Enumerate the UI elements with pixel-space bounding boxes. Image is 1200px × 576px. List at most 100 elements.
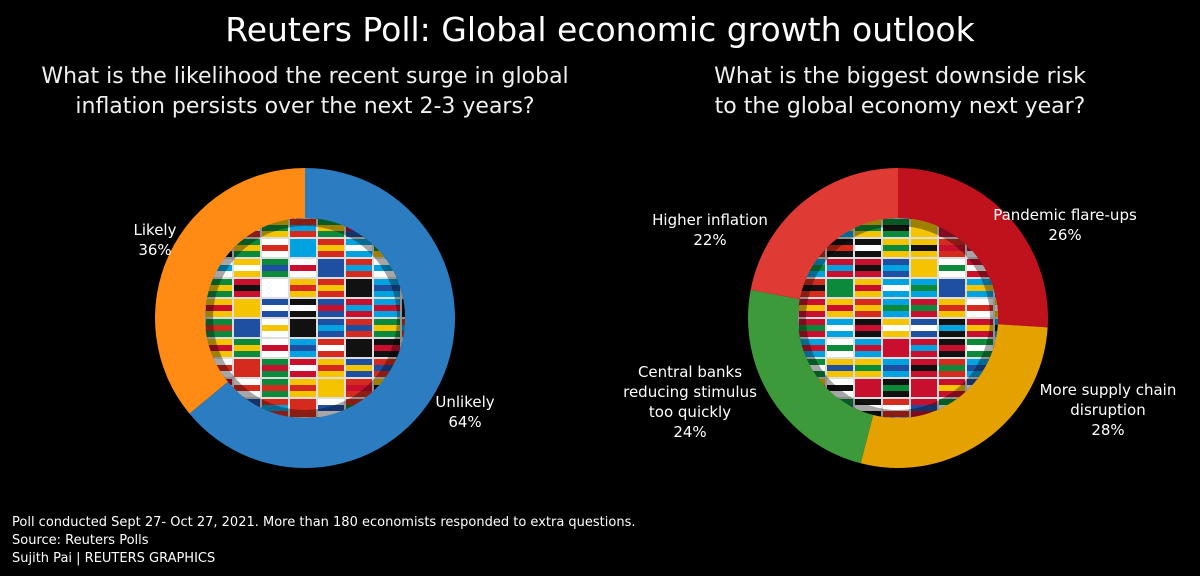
flag-stripe	[262, 385, 288, 391]
flag-stripe	[262, 245, 288, 251]
flag-stripe	[234, 285, 260, 291]
flag-stripe	[206, 365, 232, 371]
flag-stripe	[967, 305, 993, 311]
flag-stripe	[855, 225, 881, 231]
flag-stripe	[290, 405, 316, 411]
flag-stripe	[318, 345, 344, 351]
flag-stripe	[827, 325, 853, 331]
flag-stripe	[911, 265, 937, 271]
flag-stripe	[883, 365, 909, 371]
flag-stripe	[318, 285, 344, 291]
flag-stripe	[402, 305, 405, 311]
flag-stripe	[855, 385, 881, 391]
notes: Poll conducted Sept 27- Oct 27, 2021. Mo…	[12, 514, 636, 568]
title: Reuters Poll: Global economic growth out…	[225, 10, 975, 49]
flag-stripe	[855, 345, 881, 351]
flag-stripe	[883, 285, 909, 291]
flag-stripe	[346, 345, 372, 351]
value-label: 26%	[1048, 226, 1082, 244]
flag-stripe	[318, 305, 344, 311]
flag-stripe	[799, 265, 825, 271]
flag-stripe	[290, 265, 316, 271]
flag-stripe	[290, 245, 316, 251]
flag-stripe	[346, 285, 372, 291]
flag-stripe	[346, 305, 372, 311]
flag-stripe	[262, 305, 288, 311]
flag-stripe	[346, 325, 372, 331]
flag-stripe	[911, 385, 937, 391]
flag-stripe	[374, 285, 400, 291]
flag-stripe	[827, 345, 853, 351]
flag-stripe	[911, 245, 937, 251]
note: Sujith Pai | REUTERS GRAPHICS	[12, 551, 216, 566]
value-label: 28%	[1091, 421, 1125, 439]
flag-stripe	[206, 285, 232, 291]
donut-segment	[155, 168, 305, 414]
value-label: 64%	[448, 413, 482, 431]
flag-stripe	[883, 305, 909, 311]
chart-subtitle: What is the biggest downside risk to the…	[714, 64, 1086, 119]
value-label: 24%	[673, 423, 707, 441]
donut-segment	[860, 324, 1048, 468]
flag-stripe	[967, 325, 993, 331]
flag-stripe	[799, 345, 825, 351]
flag-stripe	[290, 325, 316, 331]
flag-stripe	[234, 345, 260, 351]
flag-stripe	[290, 305, 316, 311]
flag-stripe	[799, 325, 825, 331]
category-label: Unlikely	[435, 393, 495, 411]
segment-label: Central banks reducing stimulus too quic…	[620, 362, 760, 442]
segment-label: More supply chain disruption 28%	[1033, 380, 1183, 440]
flag-stripe	[318, 225, 344, 231]
flag-stripe	[374, 265, 400, 271]
flag-stripe	[799, 285, 825, 291]
flag-stripe	[911, 285, 937, 291]
flag-stripe	[234, 245, 260, 251]
flag-stripe	[234, 365, 260, 371]
flag-stripe	[206, 265, 232, 271]
flag-stripe	[262, 325, 288, 331]
flag-stripe	[939, 385, 965, 391]
donut-segment	[748, 289, 874, 464]
chart-subtitle: What is the likelihood the recent surge …	[41, 64, 569, 119]
flag-stripe	[939, 265, 965, 271]
flag-stripe	[827, 265, 853, 271]
flag-stripe	[374, 305, 400, 311]
flag-stripe	[206, 325, 232, 331]
flag-stripe	[402, 325, 405, 331]
flag-stripe	[318, 325, 344, 331]
flag-stripe	[911, 225, 937, 231]
flag-stripe	[939, 285, 965, 291]
flag-stripe	[939, 325, 965, 331]
flag-stripe	[827, 385, 853, 391]
flag-stripe	[318, 385, 344, 391]
flag-stripe	[855, 365, 881, 371]
flag-stripe	[883, 245, 909, 251]
segment-label: Unlikely 64%	[420, 392, 510, 432]
category-label: More supply chain disruption	[1039, 381, 1177, 419]
flag-stripe	[939, 245, 965, 251]
flag-stripe	[855, 265, 881, 271]
note: Poll conducted Sept 27- Oct 27, 2021. Mo…	[12, 515, 636, 530]
flag-stripe	[939, 305, 965, 311]
flag-stripe	[346, 245, 372, 251]
donut-segment	[189, 168, 456, 468]
flag-stripe	[290, 345, 316, 351]
flag-stripe	[995, 325, 998, 331]
flag-stripe	[262, 365, 288, 371]
flag-stripe	[855, 325, 881, 331]
flag-stripe	[855, 405, 881, 411]
category-label: Central banks reducing stimulus too quic…	[623, 363, 757, 421]
flag-stripe	[318, 265, 344, 271]
flag-stripe	[883, 405, 909, 411]
flag-stripe	[318, 245, 344, 251]
flag-stripe	[346, 385, 372, 391]
value-label: 36%	[138, 241, 172, 259]
flag-stripe	[911, 325, 937, 331]
flag-stripe	[855, 245, 881, 251]
flag-stripe	[290, 365, 316, 371]
note: Source: Reuters Polls	[12, 533, 149, 548]
flag-stripe	[262, 265, 288, 271]
flag-stripe	[234, 325, 260, 331]
